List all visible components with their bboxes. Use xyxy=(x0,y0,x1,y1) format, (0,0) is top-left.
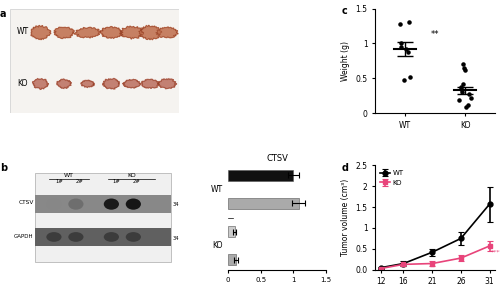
Text: 34: 34 xyxy=(172,202,179,206)
Polygon shape xyxy=(122,79,140,88)
Point xyxy=(462,105,470,110)
Polygon shape xyxy=(138,25,162,40)
Title: CTSV: CTSV xyxy=(266,154,288,163)
Bar xyxy=(36,173,170,262)
Point xyxy=(402,47,410,51)
Point xyxy=(406,74,414,79)
Text: b: b xyxy=(0,163,7,173)
Polygon shape xyxy=(54,27,74,38)
Polygon shape xyxy=(102,78,120,89)
Y-axis label: Tumor volume (cm³): Tumor volume (cm³) xyxy=(341,179,350,256)
Polygon shape xyxy=(156,27,178,38)
Y-axis label: Weight (g): Weight (g) xyxy=(341,41,350,81)
Text: 34: 34 xyxy=(172,236,179,241)
Text: c: c xyxy=(342,7,347,16)
Bar xyxy=(228,170,294,181)
Text: KO: KO xyxy=(212,241,223,250)
Polygon shape xyxy=(120,26,144,39)
Polygon shape xyxy=(56,79,72,88)
Polygon shape xyxy=(31,25,51,40)
Text: **: ** xyxy=(431,30,440,39)
Text: d: d xyxy=(342,163,348,173)
Point xyxy=(400,77,407,82)
Polygon shape xyxy=(142,79,160,89)
Legend: WT, KO: WT, KO xyxy=(378,169,405,187)
Point xyxy=(458,62,466,66)
Ellipse shape xyxy=(126,199,141,210)
Point xyxy=(396,22,404,26)
Point xyxy=(406,20,413,25)
Polygon shape xyxy=(100,26,123,38)
Text: ****: **** xyxy=(490,249,500,254)
Text: a: a xyxy=(0,9,6,18)
Polygon shape xyxy=(32,79,49,89)
Ellipse shape xyxy=(68,199,84,210)
Text: 2#: 2# xyxy=(76,179,83,184)
Point xyxy=(458,82,466,86)
Point xyxy=(462,68,469,72)
Ellipse shape xyxy=(46,199,62,210)
Text: CTSV: CTSV xyxy=(18,200,34,205)
Ellipse shape xyxy=(68,232,84,242)
Point xyxy=(397,45,405,49)
Text: 2#: 2# xyxy=(133,179,140,184)
Point xyxy=(464,103,471,107)
Point xyxy=(458,90,466,94)
Bar xyxy=(228,226,234,237)
Point xyxy=(404,49,412,54)
Ellipse shape xyxy=(126,232,141,242)
Ellipse shape xyxy=(46,232,62,242)
Point xyxy=(457,84,465,89)
Ellipse shape xyxy=(104,232,119,242)
Text: WT: WT xyxy=(17,27,29,36)
Point xyxy=(460,66,468,70)
Point xyxy=(466,95,474,100)
Text: 1#: 1# xyxy=(55,179,63,184)
Text: 1#: 1# xyxy=(112,179,120,184)
Polygon shape xyxy=(158,79,177,89)
Text: WT: WT xyxy=(64,173,74,178)
Bar xyxy=(36,195,170,213)
Ellipse shape xyxy=(104,199,119,210)
Text: GAPDH: GAPDH xyxy=(14,235,34,239)
Text: KO: KO xyxy=(17,79,28,88)
Point xyxy=(397,41,405,46)
Point xyxy=(457,86,465,91)
Text: WT: WT xyxy=(211,185,223,194)
Bar xyxy=(228,198,298,209)
Point xyxy=(465,91,473,96)
Polygon shape xyxy=(74,27,101,38)
Text: KO: KO xyxy=(128,173,136,178)
Point xyxy=(456,98,464,103)
Bar xyxy=(36,228,170,246)
Bar xyxy=(228,254,236,265)
Polygon shape xyxy=(81,80,94,87)
